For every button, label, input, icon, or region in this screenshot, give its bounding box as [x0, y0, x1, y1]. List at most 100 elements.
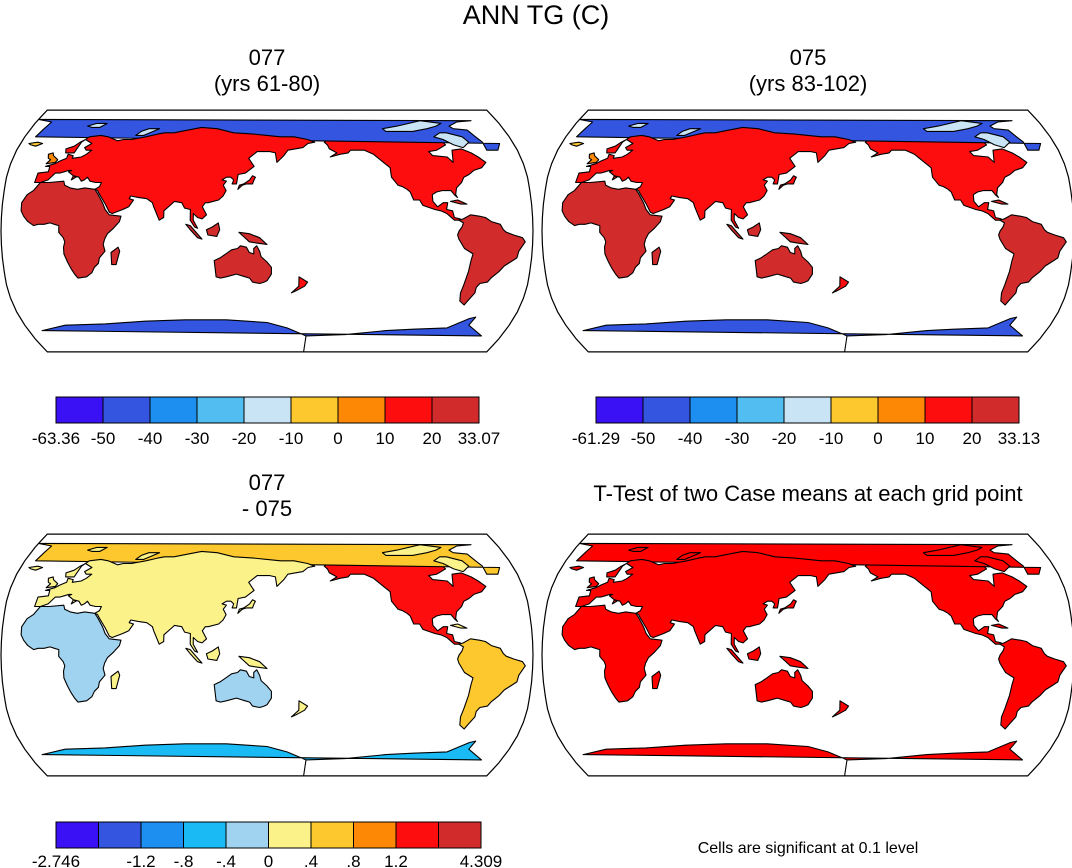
colorbar-label: -63.36: [32, 429, 80, 448]
colorbar-swatch: [353, 821, 397, 849]
land-madagascar: [651, 246, 662, 266]
land-australia: [754, 669, 813, 709]
colorbar-label: 20: [423, 429, 442, 448]
colorbar-swatch: [689, 396, 738, 424]
land-japan: [237, 175, 256, 190]
map-outline: [0, 109, 534, 353]
land-samerica: [998, 638, 1067, 730]
land-australia: [213, 245, 272, 285]
land-iceland: [569, 565, 585, 571]
land-baffin: [974, 556, 1011, 573]
colorbar-label: 33.07: [458, 429, 501, 448]
land-eurasia: [575, 550, 857, 653]
land-sumatra: [726, 647, 744, 664]
colorbar-swatch: [243, 396, 292, 424]
colorbar-label: 10: [916, 429, 935, 448]
colorbar-swatch: [395, 821, 439, 849]
land-arcticis: [922, 120, 983, 132]
panel-title: 077: [249, 45, 286, 70]
land-svalbard: [628, 546, 649, 552]
land-samerica: [457, 214, 526, 306]
colorbar-swatch: [183, 821, 227, 849]
land-iceland: [569, 141, 585, 147]
colorbar-label: -50: [631, 429, 656, 448]
land-sumatra: [185, 647, 203, 664]
colorbar-swatch: [140, 821, 184, 849]
colorbar-label: -20: [772, 429, 797, 448]
colorbar-label: -10: [279, 429, 304, 448]
panel-subtitle: (yrs 83-102): [749, 71, 868, 96]
map-outline: [541, 109, 1072, 353]
colorbar-swatch: [830, 396, 879, 424]
land-greenland: [35, 118, 501, 151]
land-greenland: [576, 542, 1042, 575]
land-africa: [20, 604, 122, 703]
colorbar-label: -30: [185, 429, 210, 448]
land-britain: [586, 152, 600, 165]
colorbar-swatch: [384, 396, 433, 424]
colorbar-3: -2.746 -1.2 -.8 -.4 0 .4 .8 1.2 4.309: [32, 821, 503, 868]
colorbar-swatch: [268, 821, 312, 849]
panel-subtitle: (yrs 61-80): [214, 71, 320, 96]
land-namerica: [864, 558, 1028, 645]
land-newzealand: [831, 276, 850, 294]
land-novaya: [135, 128, 161, 136]
land-newguinea: [238, 655, 268, 670]
colorbar-label: -2.746: [32, 852, 80, 868]
land-antarctica: [41, 740, 483, 776]
colorbar-label: -40: [138, 429, 163, 448]
colorbar-swatch: [783, 396, 832, 424]
land-arcticis: [922, 544, 983, 556]
land-britain: [45, 576, 59, 589]
colorbar-swatch: [102, 396, 151, 424]
land-cubaisl: [990, 199, 1009, 205]
land-greenland: [576, 118, 1042, 151]
significance-note: Cells are significant at 0.1 level: [698, 840, 919, 857]
land-britain: [45, 152, 59, 165]
colorbar-label: -61.29: [572, 429, 620, 448]
map-2: [541, 109, 1072, 353]
land-iceland: [28, 141, 44, 147]
land-samerica: [998, 214, 1067, 306]
map-1: [0, 109, 534, 353]
land-cubaisl: [449, 199, 468, 205]
colorbar-1: -63.36 -50 -40 -30 -20 -10 0 10 20 33.07: [32, 396, 501, 448]
land-baffin: [974, 132, 1011, 149]
colorbar-swatch: [595, 396, 644, 424]
colorbar-swatch: [55, 821, 99, 849]
colorbar-label: 33.13: [998, 429, 1041, 448]
land-madagascar: [651, 670, 662, 690]
land-borneo: [746, 222, 762, 237]
panel-title: T-Test of two Case means at each grid po…: [593, 481, 1022, 506]
colorbar-swatch: [55, 396, 104, 424]
colorbar-swatch: [924, 396, 973, 424]
land-novaya: [676, 128, 702, 136]
land-svalbard: [628, 122, 649, 128]
land-borneo: [746, 646, 762, 661]
colorbar-swatch: [642, 396, 691, 424]
land-antarctica: [41, 316, 483, 352]
colorbar-swatch: [225, 821, 269, 849]
land-sumatra: [185, 223, 203, 240]
colorbar-label: -50: [91, 429, 116, 448]
land-africa: [561, 180, 663, 279]
panel-subtitle: - 075: [242, 496, 292, 521]
land-sumatra: [726, 223, 744, 240]
land-britain: [586, 576, 600, 589]
colorbar-swatch: [149, 396, 198, 424]
land-novaya: [676, 552, 702, 560]
land-japan: [778, 175, 797, 190]
land-antarctica: [582, 316, 1024, 352]
land-newguinea: [238, 231, 268, 246]
colorbar-label: 10: [376, 429, 395, 448]
colorbar-label: -.4: [216, 852, 236, 868]
colorbar-label: 4.309: [460, 852, 503, 868]
land-namerica: [323, 558, 487, 645]
land-svalbard: [87, 122, 108, 128]
colorbar-swatch: [310, 821, 354, 849]
colorbar-label: 0: [873, 429, 882, 448]
land-africa: [561, 604, 663, 703]
land-australia: [213, 669, 272, 709]
land-arcticis: [381, 544, 442, 556]
panel-title: 077: [249, 470, 286, 495]
